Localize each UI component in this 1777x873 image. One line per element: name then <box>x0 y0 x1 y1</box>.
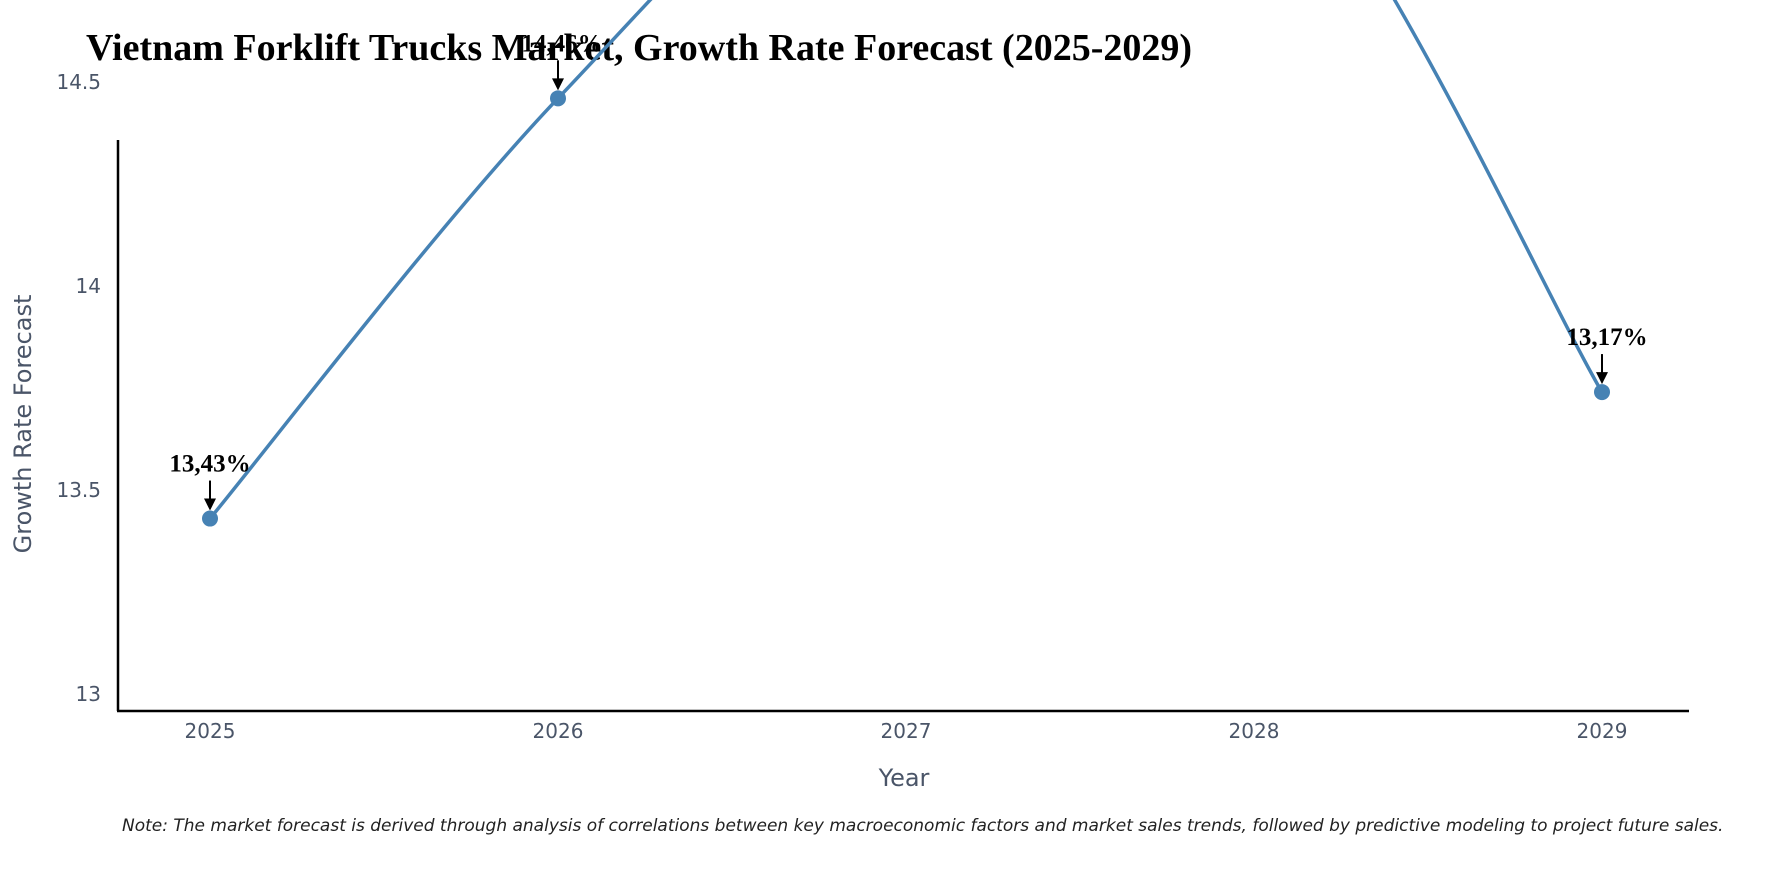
annotation-arrowhead <box>1596 372 1608 385</box>
data-label: 13,17% <box>1566 324 1647 351</box>
data-markers <box>202 90 1610 527</box>
annotation-arrowhead <box>204 498 216 511</box>
x-tick-label: 2025 <box>185 719 236 743</box>
x-tick-label: 2026 <box>533 719 584 743</box>
y-tick-label: 13.5 <box>56 478 101 502</box>
x-tick-label: 2027 <box>881 719 932 743</box>
footnote: Note: The market forecast is derived thr… <box>122 816 1724 836</box>
y-tick-label: 14.5 <box>56 70 101 94</box>
x-tick-labels: 2025 2026 2027 2028 2029 <box>185 719 1628 743</box>
annotation-arrowhead <box>552 78 564 91</box>
x-tick-label: 2028 <box>1229 719 1280 743</box>
data-label: 13,43% <box>169 451 250 478</box>
y-tick-label: 13 <box>76 682 101 706</box>
y-tick-label: 14 <box>76 274 101 298</box>
x-axis-title: Year <box>878 764 930 792</box>
data-annotations: 13,43%14,46%15,22%15,14%13,17% <box>169 30 1648 511</box>
data-point <box>550 90 566 107</box>
x-tick-label: 2029 <box>1577 719 1628 743</box>
y-axis-title: Growth Rate Forecast <box>9 295 37 554</box>
data-label: 14,46% <box>521 30 602 57</box>
data-point <box>202 510 218 527</box>
chart-title: Vietnam Forklift Trucks Market, Growth R… <box>86 27 1193 69</box>
series-line <box>208 0 1604 520</box>
data-point <box>1594 384 1610 401</box>
